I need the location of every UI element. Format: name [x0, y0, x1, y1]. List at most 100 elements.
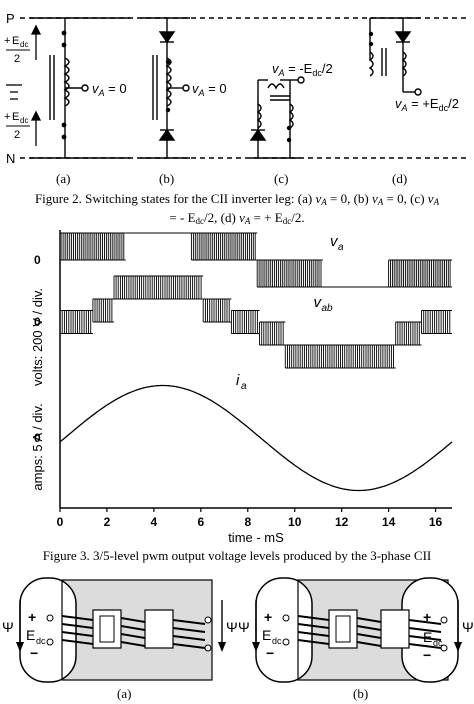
state-a-sub: A [98, 88, 105, 98]
terminal [204, 644, 212, 652]
figure-2-caption: Figure 2. Switching states for the CII i… [34, 191, 440, 226]
x-tick-label: 10 [288, 515, 302, 529]
terminal [282, 638, 290, 646]
rail-label-p: P [6, 11, 15, 26]
bus-line [61, 623, 94, 629]
series-label-ia-sub: a [241, 381, 247, 392]
state-d-rhs-tail: /2 [448, 96, 459, 111]
bus-line [172, 635, 206, 641]
x-tick-label: 8 [244, 515, 251, 529]
state-a-label: (a) [56, 171, 70, 186]
winding-panel-a: +E dc−Ψ Ψ(a) [2, 577, 238, 701]
state-b-rhs: = 0 [205, 81, 227, 96]
x-tick-label: 16 [429, 515, 443, 529]
inner-coil [99, 615, 115, 643]
bus-line [297, 623, 330, 629]
bus-line [297, 639, 330, 645]
series-label-vab-sub: ab [322, 303, 334, 314]
vab-band [259, 322, 284, 345]
flux-arrowhead-left [16, 642, 24, 652]
terminal [440, 644, 448, 652]
bus-line [356, 625, 382, 631]
vab-band [113, 276, 202, 299]
terminal [46, 638, 54, 646]
bus-line [408, 635, 442, 641]
bus-line [297, 615, 330, 621]
state-d-sub: A [401, 103, 408, 113]
bus-line [172, 643, 206, 649]
minus-sign: − [30, 645, 38, 661]
series-label-va: v [330, 233, 339, 250]
plus-sign: + [28, 609, 36, 625]
chart-frame [59, 230, 452, 512]
plus-sign: + [264, 609, 272, 625]
edc-sub-label-right: dc [433, 638, 443, 648]
panel-label: (a) [117, 686, 131, 701]
vab-band [395, 322, 420, 345]
edc-sub-label: dc [272, 636, 282, 646]
state-c-circuit [249, 76, 305, 158]
vab-band [284, 345, 394, 368]
zero-label: 0 [34, 253, 41, 267]
bus-line [120, 617, 146, 623]
chart-labels: 0 2 4 6 8 10 12 14 16 time - mS volts: 200 V / div… [30, 233, 443, 545]
minus-sign-right: − [423, 647, 431, 663]
state-d-v: v [395, 96, 403, 111]
va-pwm-upper [59, 233, 125, 260]
bus-line [172, 627, 206, 633]
source-bottom-plus: + [4, 111, 10, 123]
state-a-v: v [92, 81, 100, 96]
psi-left-label: Ψ [2, 619, 14, 635]
figure-2-caption-prefix: Figure 2. Switching states for the CII i… [34, 191, 316, 206]
source-top-e: E [12, 35, 19, 47]
edc-sub-label: dc [36, 636, 46, 646]
state-d-circuit [368, 18, 422, 96]
psi-right-label: Ψ [462, 619, 474, 635]
va-pwm-lower [388, 260, 451, 287]
state-c-sub: A [278, 68, 285, 78]
state-b-label: (b) [159, 171, 174, 186]
edc-label: E [262, 627, 271, 643]
bus-line [408, 619, 442, 625]
psi-right-label: Ψ [226, 619, 238, 635]
svg-text:vA = 0: vA = 0 [92, 81, 127, 98]
va-pwm-lower [256, 260, 322, 287]
bus-line [172, 619, 206, 625]
bus-line [408, 627, 442, 633]
x-tick-label: 12 [335, 515, 349, 529]
series-label-ia: i [236, 372, 240, 389]
state-b-sub: A [198, 88, 205, 98]
source-bottom-sub: dc [20, 116, 28, 125]
panel-label: (b) [353, 686, 368, 701]
svg-text:vA = +Edc/2: vA = +Edc/2 [395, 96, 459, 113]
state-c-rhs-sub: dc [312, 68, 322, 78]
bus-line [61, 631, 94, 637]
figure-3-caption: Figure 3. 3/5-level pwm output voltage l… [42, 548, 432, 563]
voltage-axis-label: volts: 200 V / div. [30, 288, 45, 386]
va-pwm-upper [190, 233, 256, 260]
bus-line [61, 615, 94, 621]
bus-line [356, 641, 382, 647]
dc-sources [6, 24, 42, 146]
figure-2-switching-states: P N + E dc 2 + E dc 2 vA = 0 (a) [4, 11, 470, 186]
bus-line [120, 641, 146, 647]
svg-text:vA = -Edc/2: vA = -Edc/2 [272, 61, 333, 78]
plus-sign-right: + [423, 609, 431, 625]
source-bottom-e: E [12, 111, 19, 123]
series-label-va-sub: a [338, 242, 344, 253]
x-tick-label: 0 [57, 515, 64, 529]
x-tick-label: 4 [151, 515, 158, 529]
source-bottom-den: 2 [14, 129, 20, 141]
ia-waveform [59, 384, 453, 492]
current-axis-label: amps: 5 A / div. [30, 403, 45, 490]
bus-line [356, 617, 382, 623]
winding-box-right [380, 609, 410, 649]
vab-band [230, 310, 258, 334]
edc-label-right: E [423, 629, 432, 645]
state-a-circuit [49, 18, 89, 158]
terminal [46, 614, 54, 622]
state-a-rhs: = 0 [105, 81, 127, 96]
terminal [440, 616, 448, 624]
bus-line [408, 643, 442, 649]
winding-box-right [144, 609, 174, 649]
